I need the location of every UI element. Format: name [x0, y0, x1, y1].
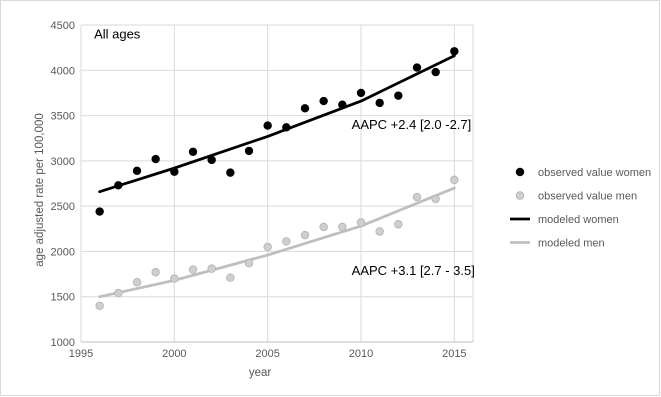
- point-men: [432, 195, 440, 203]
- point-women: [208, 156, 216, 164]
- x-axis-title: year: [249, 367, 272, 379]
- point-men: [208, 265, 216, 273]
- point-men: [451, 176, 459, 184]
- point-men: [301, 231, 309, 239]
- point-men: [413, 193, 421, 201]
- point-women: [339, 101, 347, 109]
- x-tick-labels: 1995 2000 2005 2010 2015: [69, 348, 467, 360]
- x-tick-label: 1995: [69, 348, 93, 360]
- point-women: [451, 47, 459, 55]
- point-women: [152, 155, 160, 163]
- point-women: [264, 122, 272, 130]
- point-women: [301, 105, 309, 113]
- point-men: [320, 223, 328, 231]
- point-women: [96, 208, 104, 216]
- legend-marker: [516, 168, 524, 176]
- point-men: [264, 243, 272, 251]
- point-women: [432, 68, 440, 76]
- point-women: [413, 64, 421, 72]
- y-tick-label: 2500: [51, 201, 75, 213]
- grid: [81, 25, 473, 342]
- point-women: [115, 182, 123, 190]
- point-women: [133, 167, 141, 175]
- point-women: [171, 168, 179, 176]
- point-men: [152, 268, 160, 276]
- point-men: [227, 274, 235, 282]
- y-tick-label: 1500: [51, 292, 75, 304]
- annotation: AAPC +3.1 [2.7 - 3.5]: [352, 263, 475, 278]
- point-men: [115, 289, 123, 297]
- point-men: [96, 302, 104, 310]
- y-axis-title: age adjusted rate per 100,000: [34, 113, 46, 266]
- point-men: [376, 228, 384, 236]
- point-men: [133, 278, 141, 286]
- point-men: [283, 238, 291, 246]
- legend-label: observed value men: [538, 191, 637, 203]
- point-men: [395, 220, 403, 228]
- point-women: [357, 89, 365, 97]
- point-women: [189, 148, 197, 156]
- model-lines: [100, 56, 455, 297]
- legend: observed value women observed value men mo…: [510, 167, 651, 250]
- point-men: [357, 219, 365, 227]
- y-tick-label: 4500: [51, 20, 75, 32]
- point-women: [320, 97, 328, 105]
- point-women: [245, 147, 253, 155]
- point-women: [395, 92, 403, 100]
- y-tick-label: 4000: [51, 65, 75, 77]
- legend-label: modeled women: [538, 214, 619, 226]
- annotation: AAPC +2.4 [2.0 -2.7]: [352, 117, 472, 132]
- annotation: All ages: [94, 27, 141, 42]
- point-men: [245, 259, 253, 267]
- x-tick-label: 2010: [349, 348, 373, 360]
- legend-label: observed value women: [538, 167, 651, 179]
- y-tick-label: 3000: [51, 156, 75, 168]
- y-tick-label: 2000: [51, 246, 75, 258]
- point-men: [189, 266, 197, 274]
- point-men: [339, 223, 347, 231]
- x-tick-label: 2000: [162, 348, 186, 360]
- y-tick-label: 3500: [51, 111, 75, 123]
- point-women: [283, 124, 291, 132]
- x-tick-label: 2005: [255, 348, 279, 360]
- point-men: [171, 275, 179, 283]
- legend-marker: [516, 192, 524, 200]
- legend-label: modeled men: [538, 238, 605, 250]
- point-women: [376, 99, 384, 107]
- x-tick-label: 2015: [442, 348, 466, 360]
- point-women: [227, 169, 235, 177]
- model-line-modeled-men: [100, 188, 455, 297]
